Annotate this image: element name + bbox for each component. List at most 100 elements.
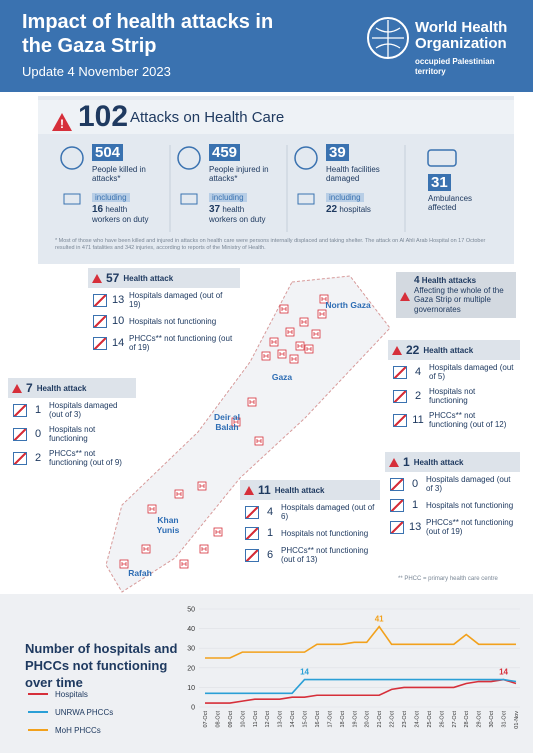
stat-sub: 37 health workers on duty	[209, 205, 271, 225]
hospital-icon	[199, 484, 205, 488]
region-head: 57 Health attack	[88, 268, 240, 288]
region-row: 11 PHCCs** not functioning (out of 12)	[388, 408, 520, 432]
legend-label: MoH PHCCs	[55, 726, 101, 735]
stat-sub-label: health workers on duty	[209, 205, 266, 224]
series-line	[205, 678, 517, 695]
row-value: 0	[34, 427, 42, 440]
warning-icon	[389, 457, 399, 467]
stat-including: including	[209, 193, 247, 202]
stat-sub-value: 37	[209, 204, 221, 215]
region-row: 2 PHCCs** not functioning (out of 9)	[8, 446, 136, 470]
x-tick-label: 18-Oct	[340, 711, 346, 728]
region-head: 22 Health attack	[388, 340, 520, 360]
stat-icon	[427, 149, 457, 167]
hospital-icon	[301, 320, 307, 324]
facility-icon	[245, 505, 259, 519]
row-label: Hospitals damaged (out of 5)	[429, 363, 514, 381]
x-tick-label: 07-Oct	[203, 711, 209, 728]
row-label: Hospitals not functioning	[129, 317, 217, 326]
x-tick-label: 19-Oct	[352, 711, 358, 728]
stat-label: Health facilities damaged	[326, 165, 380, 183]
row-label: PHCCs** not functioning (out of 13)	[281, 546, 369, 564]
stat-icon	[60, 146, 84, 170]
hospital-icon	[201, 547, 207, 551]
row-value: 1	[34, 403, 42, 416]
x-tick-label: 13-Oct	[278, 711, 284, 728]
region-count: 22	[406, 343, 420, 357]
row-value: 1	[266, 527, 274, 539]
x-tick-label: 21-Oct	[377, 711, 383, 728]
hospital-icon	[297, 344, 303, 348]
facility-icon	[245, 527, 259, 540]
region-row: 1 Hospitals damaged (out of 3)	[8, 398, 136, 422]
x-tick-label: 20-Oct	[365, 711, 371, 728]
multi-count: 4	[414, 275, 420, 286]
multi-text: Affecting the whole of the Gaza Strip or…	[414, 285, 504, 314]
hospital-icon	[281, 307, 287, 311]
attack-label: Attacks on Health Care	[130, 109, 285, 126]
title: Impact of health attacks in the Gaza Str…	[22, 11, 274, 57]
facility-icon	[393, 389, 407, 403]
region-heading: Health attack	[413, 457, 464, 467]
warning-mark: !	[60, 117, 64, 131]
map-label: Khan Yunis	[156, 515, 180, 535]
stat-value: 504	[92, 144, 124, 161]
row-value: 4	[266, 505, 274, 518]
subtitle: Update 4 November 2023	[22, 64, 171, 79]
stat-icon	[180, 193, 198, 205]
facility-icon	[245, 548, 259, 562]
hospital-icon	[149, 507, 155, 511]
series-line	[205, 678, 517, 704]
map-label: Gaza	[271, 372, 293, 382]
hospital-icon	[287, 330, 293, 334]
x-tick-label: 09-Oct	[228, 711, 234, 728]
region-count: 1	[403, 455, 410, 469]
row-value: 13	[112, 293, 125, 306]
warning-icon	[12, 383, 22, 393]
stat-sub-value: 22	[326, 204, 338, 215]
stat-value: 39	[326, 144, 349, 161]
hospital-icon	[313, 332, 319, 336]
warning-icon	[92, 273, 102, 283]
x-tick-label: 26-Oct	[439, 711, 445, 728]
org-unit: occupied Palestinian territory	[415, 57, 495, 76]
value-label: 14	[499, 668, 508, 677]
facility-icon	[390, 477, 404, 491]
chart: 0 10 20 30 40 50 07-Oct 08-Oct 09-Oct 10-Oct 11-Oc…	[28, 607, 520, 735]
stat-sub-value: 16	[92, 204, 104, 215]
region-row: 4 Hospitals damaged (out of 6)	[240, 500, 380, 524]
region-box: 22 Health attack 4 Hospitals damaged (out o…	[388, 340, 520, 435]
note: ** PHCC = primary health care centre	[398, 576, 498, 582]
hospital-icon	[271, 340, 277, 344]
value-label: 14	[300, 668, 309, 677]
stat-icon	[294, 146, 318, 170]
facility-icon	[93, 293, 107, 307]
stat-icon	[297, 193, 315, 205]
row-value: 11	[412, 413, 424, 426]
region-row: 6 PHCCs** not functioning (out of 13)	[240, 543, 380, 567]
stat-sub-label: hospitals	[339, 205, 371, 214]
hospital-icon	[321, 297, 327, 301]
region-row: 0 Hospitals not functioning	[8, 422, 136, 446]
warning-icon	[52, 113, 72, 131]
x-tick-label: 23-Oct	[402, 711, 408, 728]
region-count: 57	[106, 271, 120, 285]
stat-including: including	[92, 193, 130, 202]
x-tick-label: 17-Oct	[327, 711, 333, 728]
multi-box: 4 Health attacks Affecting the whole of t…	[396, 272, 516, 318]
row-label: PHCCs** not functioning (out of 9)	[49, 449, 122, 467]
warning-icon	[400, 292, 410, 301]
stat-icon	[63, 193, 81, 205]
stat-label: Ambulances affected	[428, 194, 473, 212]
hospital-icon	[143, 547, 149, 551]
series-line	[205, 625, 516, 659]
hospital-icon	[176, 492, 182, 496]
row-label: PHCCs** not functioning (out of 19)	[129, 334, 233, 352]
row-label: Hospitals not functioning	[49, 425, 96, 443]
facility-icon	[13, 403, 27, 417]
row-label: Hospitals damaged (out of 3)	[426, 475, 511, 493]
facility-icon	[390, 499, 404, 512]
hospital-icon	[233, 420, 239, 424]
region-row: 13 Hospitals damaged (out of 19)	[88, 288, 240, 312]
